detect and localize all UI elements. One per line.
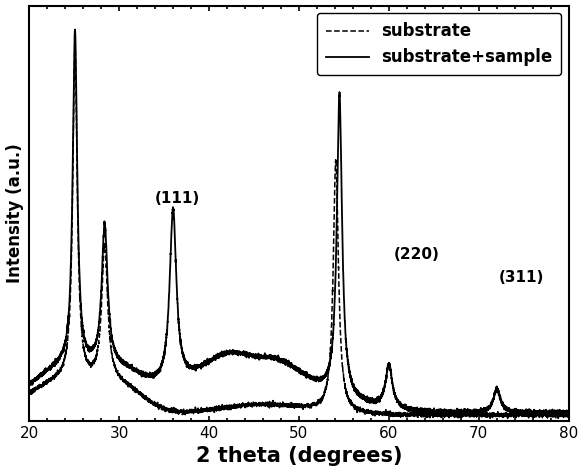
- Text: (311): (311): [499, 270, 544, 285]
- substrate: [157, 403, 164, 409]
- substrate+sample: [151, 372, 158, 378]
- Text: (111): (111): [155, 191, 200, 206]
- Text: (220): (220): [394, 247, 439, 262]
- substrate+sample: [267, 354, 274, 360]
- Y-axis label: Intensity (a.u.): Intensity (a.u.): [6, 143, 23, 283]
- Line: substrate: substrate: [29, 43, 569, 419]
- substrate+sample: [561, 410, 568, 416]
- Line: substrate+sample: substrate+sample: [29, 30, 569, 416]
- substrate+sample: [547, 413, 554, 419]
- substrate+sample: [565, 409, 572, 415]
- substrate: [26, 388, 33, 394]
- substrate: [154, 405, 161, 411]
- substrate: [229, 405, 236, 411]
- Legend: substrate, substrate+sample: substrate, substrate+sample: [317, 13, 561, 75]
- X-axis label: 2 theta (degrees): 2 theta (degrees): [196, 447, 402, 466]
- substrate: [151, 402, 158, 407]
- substrate+sample: [157, 364, 164, 370]
- substrate+sample: [154, 370, 161, 375]
- substrate: [552, 416, 559, 421]
- substrate+sample: [26, 383, 33, 388]
- substrate+sample: [229, 348, 236, 354]
- substrate: [565, 410, 572, 416]
- substrate: [71, 41, 78, 46]
- substrate: [267, 401, 274, 407]
- substrate+sample: [72, 27, 79, 33]
- substrate: [561, 413, 568, 418]
